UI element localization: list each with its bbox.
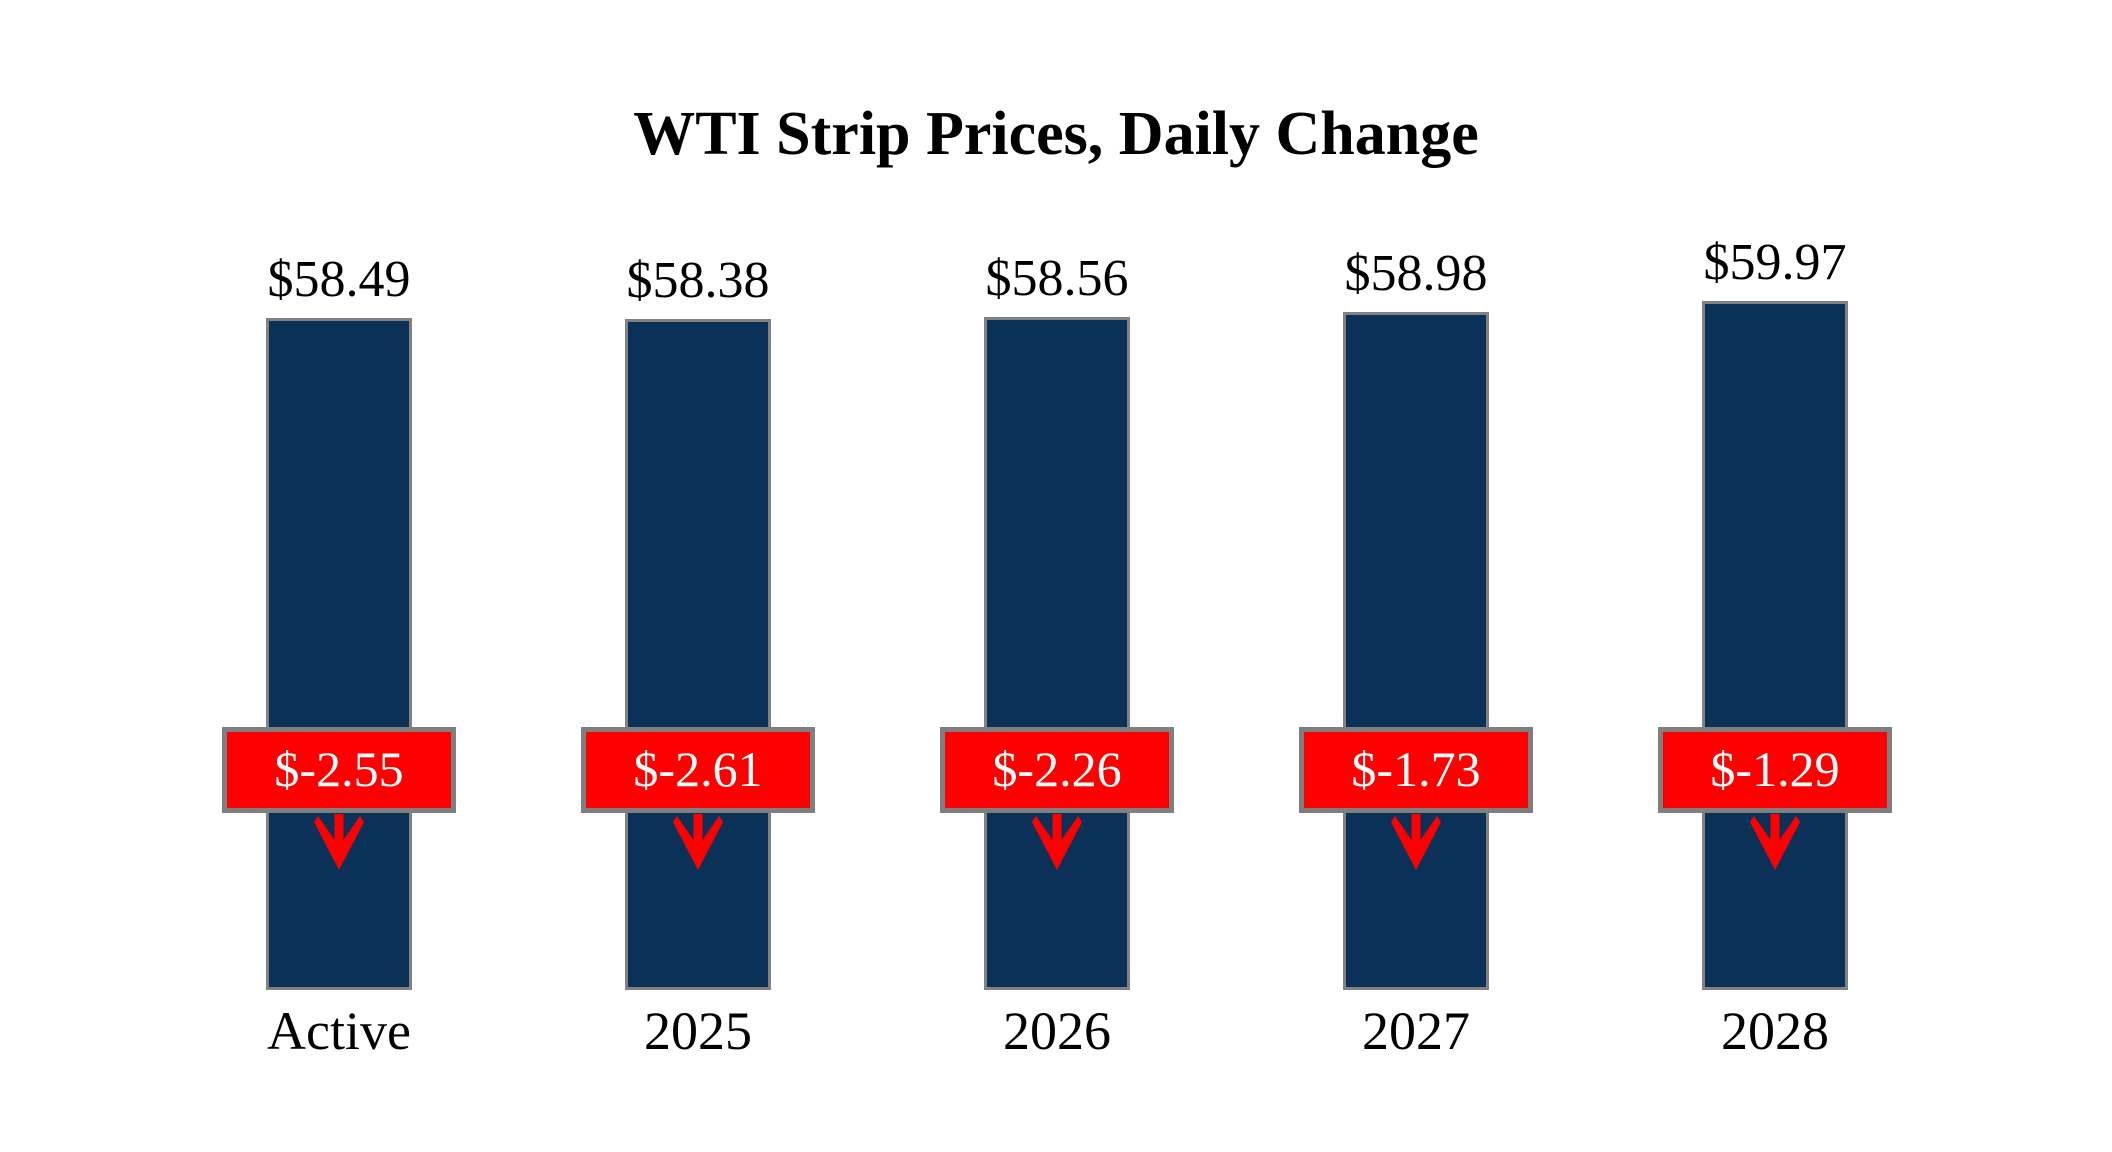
bar-group-2028: $59.97 $-1.29 2028 <box>1595 0 1955 1152</box>
category-label: 2025 <box>644 1001 752 1061</box>
daily-change-value: $-2.26 <box>992 741 1122 797</box>
strip-price-bar <box>1702 301 1848 990</box>
daily-change-value: $-1.29 <box>1710 741 1840 797</box>
category-label: 2026 <box>1003 1001 1111 1061</box>
daily-change-value: $-2.55 <box>274 741 404 797</box>
bar-group-2025: $58.38 $-2.61 2025 <box>518 0 878 1152</box>
daily-change-box: $-2.61 <box>581 727 815 813</box>
price-label: $58.49 <box>267 251 411 308</box>
down-arrow-icon <box>314 814 364 870</box>
daily-change-box: $-1.29 <box>1658 727 1892 813</box>
down-arrow-icon <box>1391 814 1441 870</box>
chart-title: WTI Strip Prices, Daily Change <box>633 100 1479 168</box>
bar-group-2027: $58.98 $-1.73 2027 <box>1236 0 1596 1152</box>
bar-group-2026: $58.56 $-2.26 2026 <box>877 0 1237 1152</box>
price-label: $58.56 <box>985 250 1129 307</box>
daily-change-box: $-2.26 <box>940 727 1174 813</box>
daily-change-box: $-2.55 <box>222 727 456 813</box>
down-arrow-icon <box>1750 814 1800 870</box>
down-arrow-icon <box>1032 814 1082 870</box>
price-label: $58.38 <box>626 252 770 309</box>
bar-group-active: $58.49 $-2.55 Active <box>159 0 519 1152</box>
down-arrow-icon <box>673 814 723 870</box>
strip-price-bar <box>984 317 1130 990</box>
price-label: $58.98 <box>1344 245 1488 302</box>
daily-change-value: $-1.73 <box>1351 741 1481 797</box>
category-label: Active <box>267 1001 411 1061</box>
daily-change-value: $-2.61 <box>633 741 763 797</box>
strip-price-bar <box>266 318 412 990</box>
category-label: 2027 <box>1362 1001 1470 1061</box>
category-label: 2028 <box>1721 1001 1829 1061</box>
price-label: $59.97 <box>1703 234 1847 291</box>
daily-change-box: $-1.73 <box>1299 727 1533 813</box>
strip-price-bar <box>625 319 771 990</box>
strip-price-bar <box>1343 312 1489 990</box>
